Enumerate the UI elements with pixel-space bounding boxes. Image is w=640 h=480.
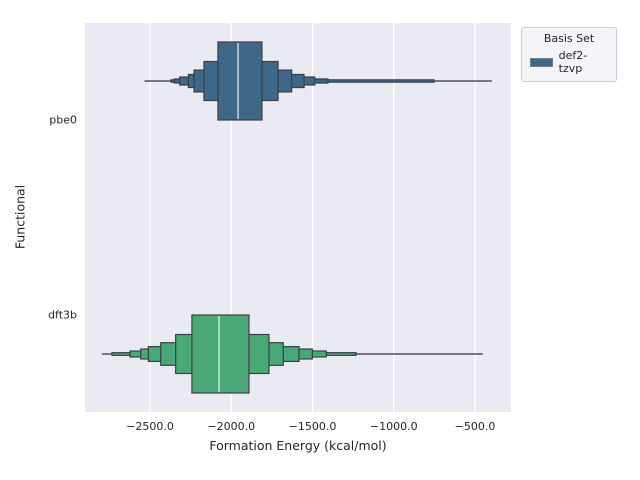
y-tick-label-pbe0: pbe0: [49, 113, 77, 127]
plot-area: [85, 23, 511, 412]
y-axis-label: Functional: [12, 184, 28, 250]
legend-title: Basis Set: [543, 32, 595, 45]
legend-entry-def2-tzvp: def2-tzvp: [528, 49, 610, 75]
dft3b-box-0: [191, 314, 250, 394]
x-axis-label: Formation Energy (kcal/mol): [209, 438, 387, 453]
pbe0-box-0: [217, 41, 263, 121]
x-tick-label--1000: −1000.0: [369, 420, 418, 433]
boxenplot-canvas: [102, 23, 492, 412]
y-tick-label-dft3b: dft3b: [48, 308, 77, 322]
x-tick-label--1500: −1500.0: [288, 420, 337, 433]
x-tick-label--2500: −2500.0: [126, 420, 174, 433]
legend-entry-label: def2-tzvp: [558, 49, 588, 75]
legend-swatch-icon: [530, 57, 553, 67]
legend: Basis Set def2-tzvp: [521, 27, 617, 82]
x-tick-label--500: −500.0: [454, 420, 496, 433]
x-tick-label--2000: −2000.0: [207, 420, 256, 433]
